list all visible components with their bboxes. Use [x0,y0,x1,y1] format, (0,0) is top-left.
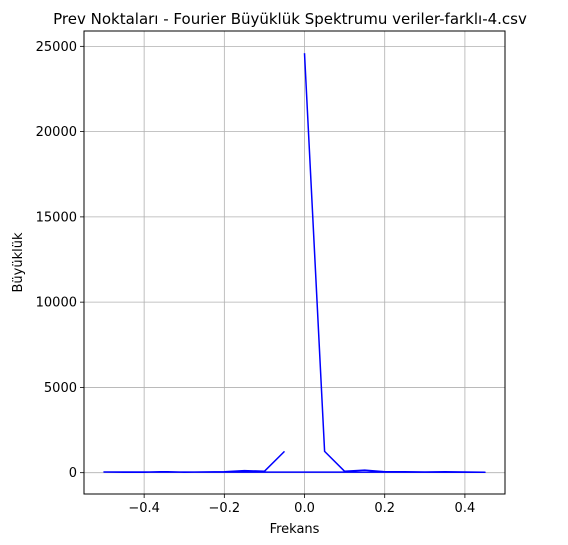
x-tick-label: 0.2 [374,501,395,516]
spectrum-line [103,53,486,474]
x-axis-label: Frekans [270,522,320,537]
x-tick-label: −0.2 [209,501,241,516]
y-tick-label: 0 [69,466,77,481]
y-tick-label: 5000 [44,381,77,396]
x-tick-label: 0.0 [294,501,315,516]
grid-lines [84,31,505,494]
y-tick-label: 10000 [36,296,77,311]
y-tick-label: 15000 [36,210,77,225]
y-tick-label: 20000 [36,125,77,140]
x-tick-label: 0.4 [455,501,476,516]
plot-frame [83,30,506,495]
x-tick-label: −0.4 [128,501,160,516]
y-tick-label: 25000 [36,40,77,55]
x-axis-ticks: −0.4 −0.2 0.0 0.2 0.4 [128,494,475,516]
y-axis-ticks: 0 5000 10000 15000 20000 25000 [36,40,84,481]
y-axis-label: Büyüklük [11,232,26,292]
chart-title: Prev Noktaları - Fourier Büyüklük Spektr… [53,10,527,28]
plot-series [103,53,486,474]
